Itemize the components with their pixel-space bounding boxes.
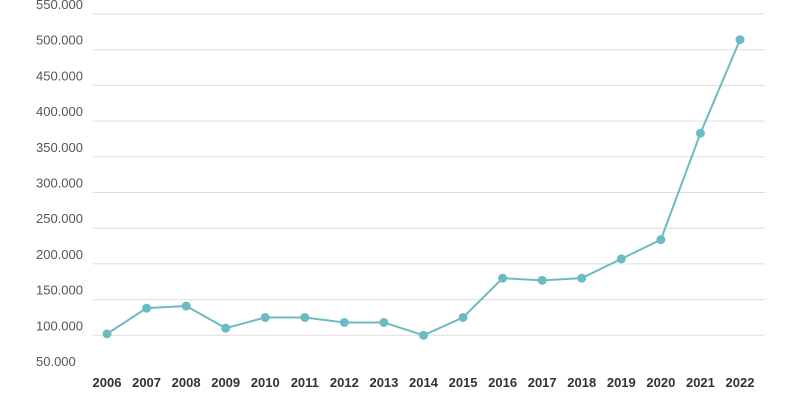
- x-axis-ticks: 2006 2007 2008 2009 2010 2011 2012 2013 2014 2015…: [93, 375, 755, 390]
- data-point: [577, 273, 587, 283]
- x-tick-label: 2008: [172, 375, 201, 390]
- x-tick-label: 2017: [528, 375, 557, 390]
- x-tick-label: 2014: [409, 375, 439, 390]
- y-tick-label: 300.000: [36, 176, 83, 191]
- data-point: [260, 312, 270, 322]
- y-tick-label: 150.000: [36, 283, 83, 298]
- y-tick-label: 400.000: [36, 104, 83, 119]
- data-point: [656, 235, 666, 245]
- y-tick-label: 200.000: [36, 247, 83, 262]
- y-tick-label: 100.000: [36, 318, 83, 333]
- data-point: [379, 317, 389, 327]
- data-point: [221, 323, 231, 333]
- data-point: [498, 273, 508, 283]
- x-tick-label: 2022: [726, 375, 755, 390]
- data-point: [142, 303, 152, 313]
- data-point: [537, 275, 547, 285]
- x-tick-label: 2020: [646, 375, 675, 390]
- x-tick-label: 2010: [251, 375, 280, 390]
- x-tick-label: 2018: [567, 375, 596, 390]
- data-point: [695, 128, 705, 138]
- x-tick-label: 2015: [449, 375, 478, 390]
- x-tick-label: 2019: [607, 375, 636, 390]
- y-tick-label: 450.000: [36, 68, 83, 83]
- x-tick-label: 2021: [686, 375, 715, 390]
- x-tick-label: 2012: [330, 375, 359, 390]
- series: [102, 35, 745, 340]
- y-tick-label: 500.000: [36, 33, 83, 48]
- y-tick-label: 350.000: [36, 140, 83, 155]
- x-tick-label: 2016: [488, 375, 517, 390]
- data-point: [735, 35, 745, 45]
- x-tick-label: 2009: [211, 375, 240, 390]
- series-line: [106, 39, 741, 337]
- data-point: [616, 254, 626, 264]
- data-point: [339, 317, 349, 327]
- data-point: [419, 330, 428, 340]
- y-tick-label: 250.000: [36, 211, 83, 226]
- data-point: [458, 312, 468, 322]
- x-tick-label: 2007: [132, 375, 161, 390]
- y-tick-label: 50.000: [36, 354, 76, 369]
- y-axis-ticks: 50.000 100.000 150.000 200.000 250.000 300.00…: [36, 0, 83, 369]
- data-point: [300, 312, 310, 322]
- gridlines: [93, 13, 765, 336]
- x-tick-label: 2013: [369, 375, 398, 390]
- y-tick-label: 550.000: [36, 0, 83, 12]
- x-tick-label: 2011: [291, 375, 319, 390]
- data-point: [102, 329, 112, 339]
- data-point: [181, 301, 191, 311]
- x-tick-label: 2006: [93, 375, 122, 390]
